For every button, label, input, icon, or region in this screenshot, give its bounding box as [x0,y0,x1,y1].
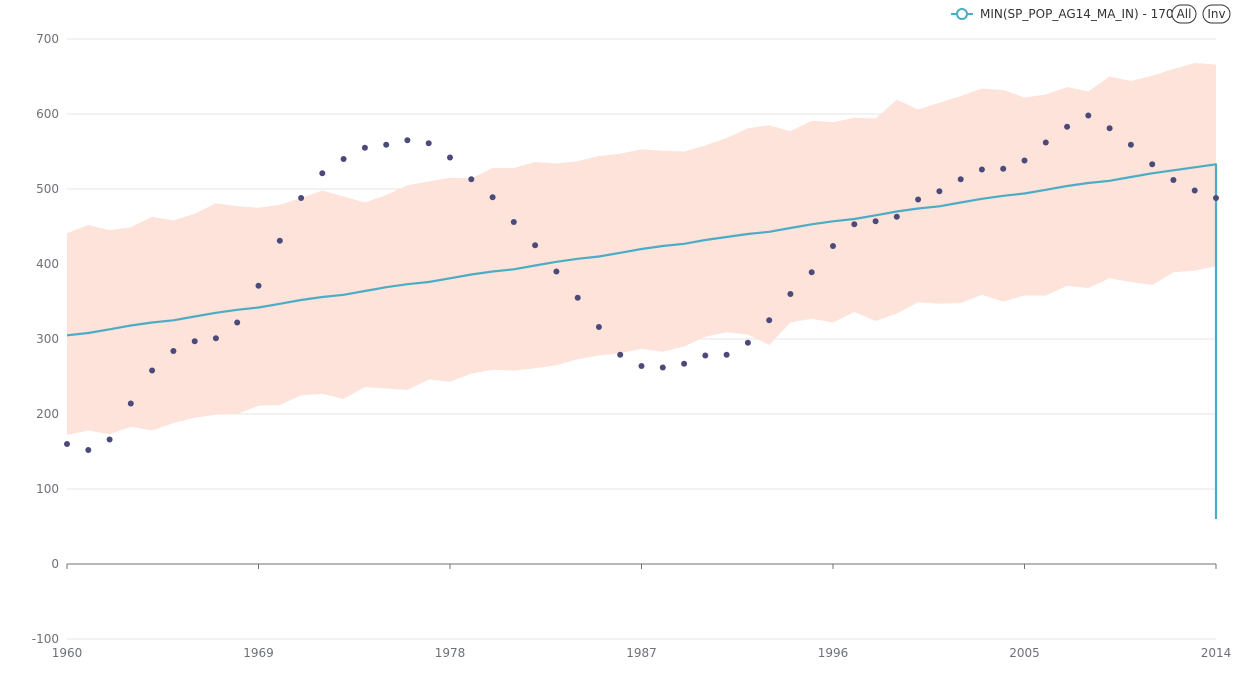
data-point [872,218,879,225]
data-point [723,351,730,358]
x-tick-label: 1960 [52,646,83,660]
data-point [681,360,688,367]
x-tick-label: 1969 [243,646,274,660]
data-point [808,269,815,276]
data-point [936,188,943,195]
data-point [468,176,475,183]
data-point [425,140,432,147]
data-point [383,141,390,148]
data-point [447,154,453,161]
y-tick-label: 700 [36,32,59,46]
data-point [170,348,177,354]
data-point [1021,157,1028,164]
data-point [1149,161,1156,168]
legend-all-button[interactable]: All [1171,4,1197,24]
legend-marker-icon [956,8,968,20]
data-point [1085,112,1092,119]
data-point [915,196,922,203]
data-point [64,441,70,447]
data-point [191,338,198,345]
legend-inverse-button[interactable]: Inv [1202,4,1231,24]
legend-series-label[interactable]: MIN(SP_POP_AG14_MA_IN) - 170 [980,7,1174,21]
series-line [66,163,1218,519]
y-tick-label: 400 [36,257,59,271]
data-point [510,219,517,225]
y-tick-label: -100 [32,632,59,646]
data-point [1064,123,1071,130]
data-point [212,335,219,342]
data-point [276,237,283,244]
data-point [617,351,624,358]
data-point [1127,141,1134,148]
data-point [893,213,900,220]
data-point [766,317,773,324]
data-point [340,156,347,162]
y-tick-label: 300 [36,332,59,346]
data-point [532,242,539,249]
data-point [830,243,836,249]
data-point [319,170,326,177]
data-point [404,137,411,144]
data-point [595,324,602,330]
legend-all-label: All [1177,7,1192,21]
x-tick-label: 1987 [626,646,657,660]
data-point [361,144,368,151]
y-tick-label: 0 [51,557,59,571]
data-point [744,339,751,346]
data-point [234,319,241,326]
data-point [127,400,134,407]
data-point [1042,139,1049,146]
data-point [489,194,496,201]
scatter-points [64,112,1219,453]
data-point [553,268,560,275]
x-tick-label: 1978 [435,646,466,660]
data-point [1213,195,1219,201]
data-point [978,166,985,173]
data-point [702,352,709,359]
data-point [1191,187,1198,194]
legend[interactable]: MIN(SP_POP_AG14_MA_IN) - 170 [951,7,1174,21]
data-point [638,363,645,369]
data-point [787,291,794,297]
data-point [149,367,156,374]
y-tick-label: 200 [36,407,59,421]
data-point [106,436,113,443]
x-tick-label: 2014 [1201,646,1232,660]
data-point [85,447,92,453]
y-tick-label: 600 [36,107,59,121]
x-axis: 1960 1969 1978 1987 1996 2005 2014 [52,563,1232,660]
data-point [1170,177,1177,183]
data-point [1000,165,1007,172]
data-point [255,282,262,289]
data-point [659,364,666,371]
series-line-group [66,163,1218,519]
data-point [957,176,964,183]
data-point [298,195,305,201]
x-tick-label: 1996 [818,646,849,660]
x-tick-label: 2005 [1009,646,1040,660]
data-point [1106,125,1113,132]
y-tick-label: 100 [36,482,59,496]
y-axis: -100 0 100 200 300 400 500 600 700 [32,32,59,646]
y-tick-label: 500 [36,182,59,196]
data-point [574,294,581,301]
legend-inv-label: Inv [1207,7,1225,21]
data-point [851,221,858,228]
